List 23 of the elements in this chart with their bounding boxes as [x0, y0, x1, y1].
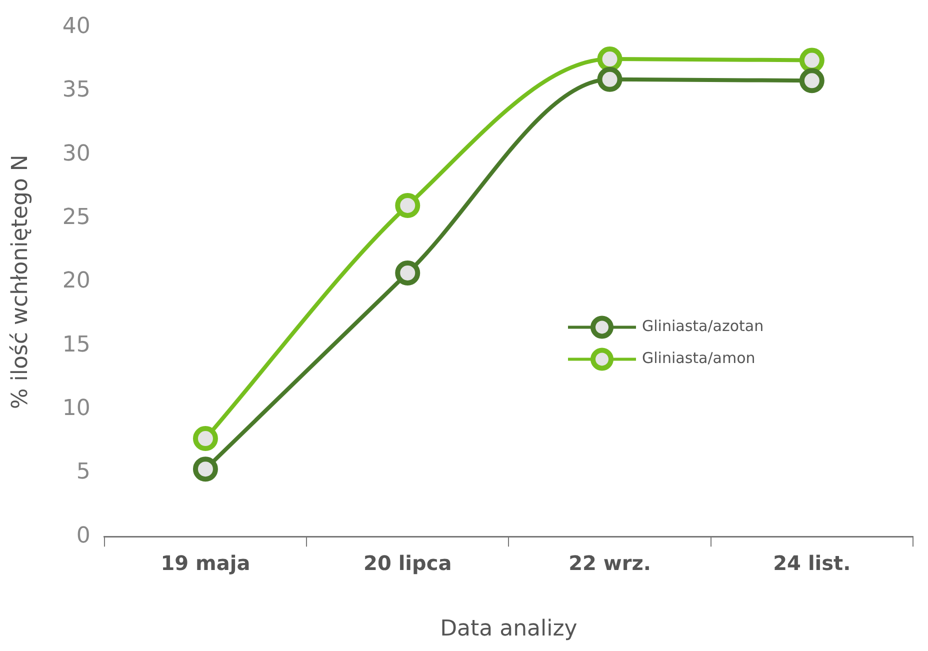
x-tick-label: 22 wrz. — [568, 550, 651, 575]
y-tick-label: 15 — [62, 332, 90, 358]
y-tick-label: 0 — [76, 523, 90, 548]
y-tick-label: 35 — [62, 78, 90, 103]
x-tick-label: 19 maja — [160, 550, 250, 575]
x-tick-label: 20 lipca — [364, 550, 452, 575]
point — [395, 192, 420, 218]
point — [192, 426, 218, 452]
y-tick-label: 10 — [62, 396, 90, 421]
y-tick-label: 30 — [62, 141, 90, 166]
legend-label: Gliniasta/amon — [642, 349, 756, 368]
y-tick-label: 40 — [62, 14, 90, 39]
y-tick-label: 25 — [62, 204, 90, 230]
x-tick-label: 24 list. — [773, 550, 851, 575]
legend-label: Gliniasta/azotan — [642, 317, 764, 336]
y-axis-title: % ilość wchłoniętego N — [8, 154, 33, 410]
point — [799, 68, 824, 94]
x-axis-title: Data analizy — [440, 616, 578, 642]
point — [597, 66, 622, 92]
point — [395, 260, 420, 286]
y-tick-label: 5 — [76, 460, 90, 485]
y-tick-label: 20 — [62, 268, 90, 294]
point — [192, 456, 218, 482]
